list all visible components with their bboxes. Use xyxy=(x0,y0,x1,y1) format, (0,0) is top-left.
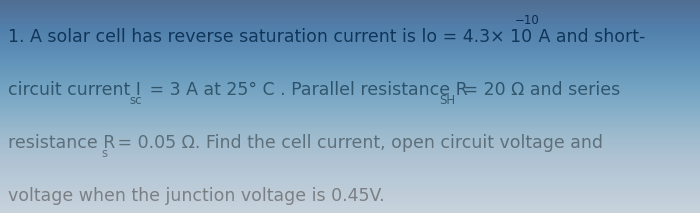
Text: = 0.05 Ω. Find the cell current, open circuit voltage and: = 0.05 Ω. Find the cell current, open ci… xyxy=(112,134,603,152)
Text: sc: sc xyxy=(130,94,142,107)
Text: resistance R: resistance R xyxy=(8,134,116,152)
Text: A and short-: A and short- xyxy=(533,28,646,46)
Text: voltage when the junction voltage is 0.45V.: voltage when the junction voltage is 0.4… xyxy=(8,187,385,206)
Text: −10: −10 xyxy=(514,14,539,27)
Text: = 3 A at 25° C . Parallel resistance R: = 3 A at 25° C . Parallel resistance R xyxy=(144,81,468,99)
Text: s: s xyxy=(102,147,108,160)
Text: = 20 Ω and series: = 20 Ω and series xyxy=(458,81,621,99)
Text: SH: SH xyxy=(440,94,456,107)
Text: 1. A solar cell has reverse saturation current is lo = 4.3× 10: 1. A solar cell has reverse saturation c… xyxy=(8,28,533,46)
Text: circuit current I: circuit current I xyxy=(8,81,141,99)
